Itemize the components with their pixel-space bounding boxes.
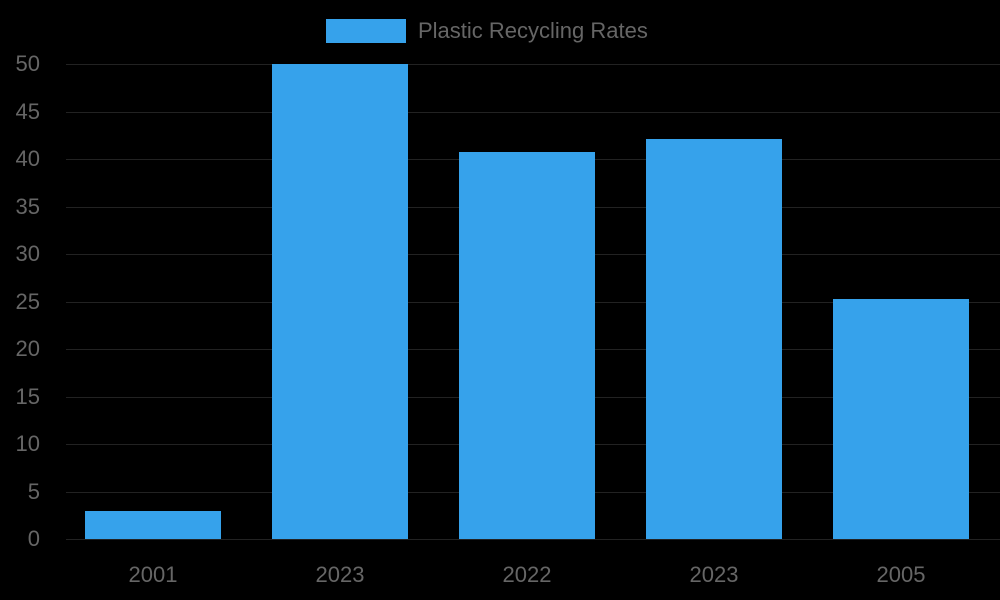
y-tick-label: 50 bbox=[15, 51, 40, 76]
y-tick-label: 30 bbox=[15, 241, 40, 266]
bar-2023[interactable] bbox=[646, 139, 782, 539]
gridline bbox=[66, 64, 1000, 65]
legend-label: Plastic Recycling Rates bbox=[418, 18, 648, 43]
x-tick-label: 2001 bbox=[128, 562, 178, 587]
y-tick-label: 25 bbox=[15, 288, 40, 314]
x-tick-label: 2005 bbox=[876, 562, 926, 587]
chart-legend[interactable]: Plastic Recycling Rates bbox=[326, 19, 648, 43]
y-tick-label: 20 bbox=[15, 336, 40, 361]
y-tick-label: 5 bbox=[27, 478, 40, 504]
y-tick-label: 45 bbox=[15, 98, 40, 124]
bar-2005[interactable] bbox=[833, 298, 969, 539]
x-tick-label: 2023 bbox=[315, 562, 365, 587]
bar-2023[interactable] bbox=[272, 64, 408, 539]
y-tick-label: 0 bbox=[27, 526, 40, 551]
x-tick-label: 2022 bbox=[502, 562, 552, 587]
bar-2001[interactable] bbox=[85, 510, 221, 539]
legend-swatch bbox=[326, 19, 406, 43]
y-tick-label: 15 bbox=[15, 383, 40, 409]
gridline bbox=[66, 539, 1000, 540]
gridline bbox=[66, 111, 1000, 113]
y-tick-label: 10 bbox=[15, 431, 40, 456]
y-tick-label: 40 bbox=[15, 146, 40, 171]
bar-2022[interactable] bbox=[459, 152, 595, 539]
y-tick-label: 35 bbox=[15, 193, 40, 219]
x-tick-label: 2023 bbox=[689, 562, 739, 587]
